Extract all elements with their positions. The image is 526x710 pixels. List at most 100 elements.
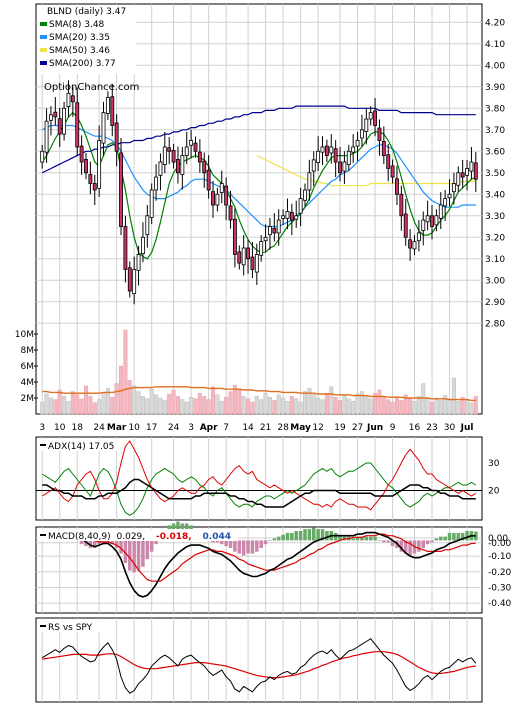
macd-histogram-bar [268, 540, 272, 541]
candle-body [123, 226, 128, 270]
volume-bar [394, 396, 399, 415]
macd-histogram-bar [303, 529, 307, 541]
volume-bar [346, 398, 351, 415]
volume-bar [237, 389, 242, 415]
macd-histogram-bar [421, 540, 426, 548]
candle-body [184, 146, 189, 156]
macd-histogram-bar [439, 536, 443, 541]
volume-bar [351, 400, 356, 415]
adx-label: ADX(14) 17.05 [48, 442, 114, 452]
candle-body [44, 120, 49, 153]
candle-body [259, 241, 264, 256]
volume-bar [40, 401, 45, 415]
volume-bar [403, 394, 408, 415]
macd-lines [42, 531, 476, 598]
volume-bar [224, 396, 229, 415]
macd-histogram-bar [403, 540, 408, 554]
candle-body [368, 112, 373, 120]
legend-item-sma50: SMA(50) 3.46 [49, 46, 110, 56]
macd-histogram-bar [110, 540, 115, 545]
volume-bar [189, 396, 194, 415]
candle-body [176, 159, 180, 174]
macd-signal-value: -0.018, [156, 532, 192, 542]
macd-hist-value: 0.044 [203, 532, 231, 542]
volume-bar [136, 391, 141, 415]
legend-item-title: BLND (daily) 3.47 [47, 7, 126, 17]
candle-body [149, 189, 154, 218]
volume-bar [127, 380, 132, 415]
candle-body [92, 183, 97, 191]
macd-histogram-bar [460, 532, 465, 541]
price-tick-label: 2.80 [485, 319, 505, 329]
candle-body [206, 169, 211, 191]
sma8-line [41, 111, 477, 260]
price-tick-label: 3.60 [485, 147, 505, 157]
macd-histogram-bar [408, 540, 412, 556]
macd-histogram-bar [360, 536, 364, 541]
volume-bar [101, 392, 106, 415]
volume-bar [416, 396, 421, 415]
volume-bar [123, 329, 128, 415]
candle-body [342, 161, 347, 172]
volume-bar [97, 399, 102, 415]
volume-bar [88, 396, 93, 415]
volume-bar [79, 398, 84, 415]
legend-item-sma200: SMA(200) 3.77 [49, 59, 116, 69]
candle-body [359, 129, 364, 139]
macd-histogram-bar [351, 538, 355, 541]
candle-body [289, 211, 294, 221]
legend-item-sma20: SMA(20) 3.35 [49, 33, 110, 43]
macd-histogram-bar [272, 538, 277, 541]
candle-body [180, 155, 185, 175]
macd-histogram-bar [368, 536, 373, 541]
volume-bar [460, 396, 465, 415]
legend-swatch-sma200 [40, 61, 47, 65]
price-candles [40, 80, 478, 305]
volume-bar [447, 398, 452, 415]
volume-bar [320, 399, 325, 415]
candle-body [447, 193, 452, 199]
x-tick-label: 18 [72, 423, 84, 433]
legend-swatch-sma8 [40, 22, 47, 26]
volume-bar [421, 383, 426, 415]
macd-histogram-bar [364, 536, 369, 541]
volume-bar [390, 401, 395, 415]
macd-histogram-bar [452, 532, 456, 541]
x-tick-label: 17 [146, 423, 157, 433]
x-tick-label: 3 [188, 423, 194, 433]
x-tick-label: 19 [334, 423, 346, 433]
candle-body [57, 118, 62, 135]
volume-bar [48, 397, 53, 415]
candle-body [84, 159, 88, 174]
candle-body [460, 172, 465, 178]
candle-body [451, 183, 456, 193]
x-tick-label: 10 [128, 423, 140, 433]
macd-histogram-bar [145, 540, 150, 560]
candle-body [430, 215, 434, 227]
candle-body [246, 247, 250, 260]
candle-body [263, 236, 268, 242]
candle-body [40, 150, 45, 163]
candle-body [70, 95, 75, 103]
macd-histogram-bar [386, 540, 390, 543]
price-legend: BLND (daily) 3.47 SMA(8) 3.48 SMA(20) 3.35… [38, 6, 136, 74]
legend-swatch-sma20 [40, 35, 47, 39]
volume-bar [246, 398, 251, 415]
macd-line [42, 531, 476, 598]
volume-bar [434, 397, 439, 415]
adx-line [42, 478, 476, 508]
volume-bar [132, 385, 137, 415]
candle-body [390, 165, 395, 178]
candle-body [53, 111, 58, 118]
macd-histogram-bar [237, 540, 242, 554]
candle-body [465, 168, 469, 176]
macd-signal-line [42, 533, 476, 582]
volume-bar [184, 401, 189, 415]
volume-bar [62, 396, 67, 415]
macd-histogram-bar [250, 540, 255, 554]
candle-body [75, 102, 80, 148]
x-tick-label: 7 [223, 423, 229, 433]
candle-body [167, 147, 172, 152]
candle-body [438, 204, 443, 219]
candle-body [105, 97, 110, 114]
